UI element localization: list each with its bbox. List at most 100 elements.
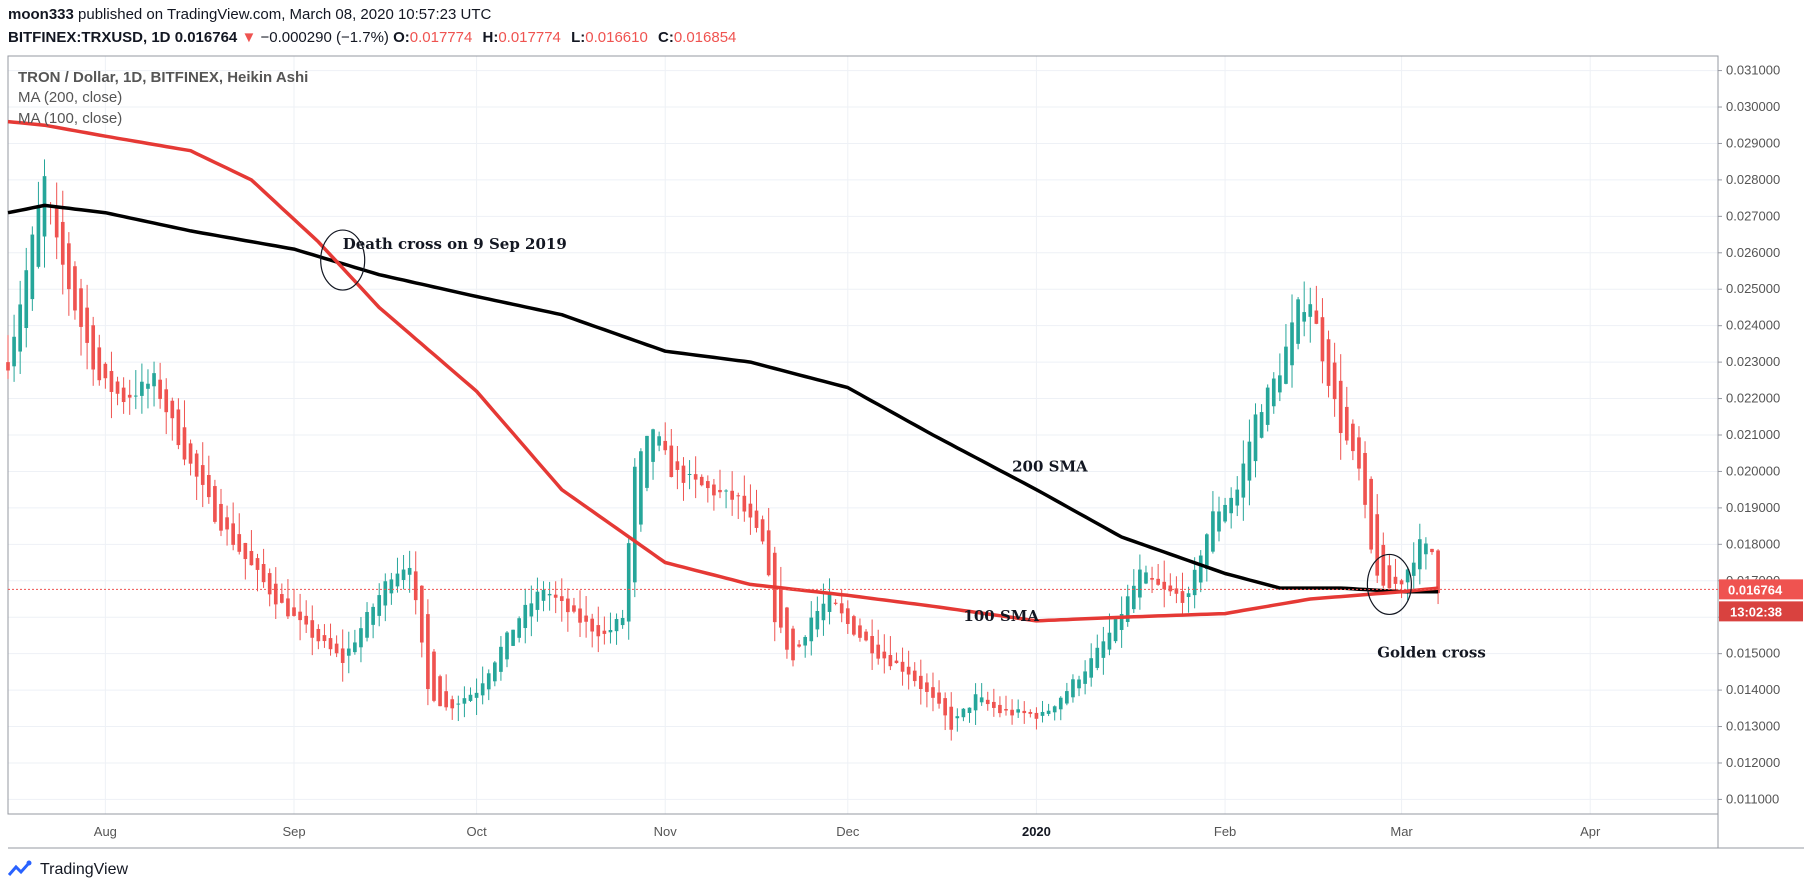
candle-body xyxy=(322,635,327,642)
tradingview-logo-icon xyxy=(8,860,32,876)
candle-body xyxy=(419,585,424,643)
candle-body xyxy=(158,379,162,399)
candle-body xyxy=(1417,539,1422,570)
candle-body xyxy=(1107,632,1112,650)
candle-body xyxy=(1399,580,1404,585)
candle-body xyxy=(1168,585,1173,592)
candle-body xyxy=(1259,412,1264,438)
y-tick-label: 0.029000 xyxy=(1726,135,1780,150)
candle-body xyxy=(462,698,467,704)
candle-body xyxy=(906,666,911,675)
candle-body xyxy=(1119,614,1124,630)
candle-body xyxy=(614,618,619,632)
candle-body xyxy=(632,466,637,583)
candle-body xyxy=(316,628,321,642)
candle-body xyxy=(992,701,996,708)
annotation-label: 100 SMA xyxy=(963,607,1039,625)
y-tick-label: 0.013000 xyxy=(1726,719,1780,734)
candle-body xyxy=(1308,304,1313,317)
candle-body xyxy=(286,598,290,617)
candle-body xyxy=(225,517,229,530)
candle-body xyxy=(188,443,193,464)
candle-body xyxy=(334,643,339,654)
candle-body xyxy=(213,486,217,522)
candle-body xyxy=(687,474,692,476)
candle-body xyxy=(529,603,534,617)
time-axis[interactable]: Aug Sep Oct Nov Dec 2020 Feb Mar Apr xyxy=(94,824,1601,839)
candle-body xyxy=(541,589,546,601)
candles xyxy=(6,159,1440,741)
tradingview-footer[interactable]: TradingView xyxy=(8,860,128,880)
candle-body xyxy=(931,687,935,698)
symbol-info: BITFINEX:TRXUSD, 1D 0.016764 ▼ −0.000290… xyxy=(8,29,742,46)
candle-body xyxy=(572,605,576,612)
candle-body xyxy=(1332,362,1337,400)
candle-body xyxy=(1205,534,1209,570)
candle-body xyxy=(1077,679,1081,689)
candle-body xyxy=(1241,463,1246,498)
candle-body xyxy=(1174,588,1179,594)
candle-body xyxy=(109,371,114,392)
candle-body xyxy=(377,595,382,616)
candle-body xyxy=(426,614,430,690)
candle-body xyxy=(103,363,108,379)
candle-body xyxy=(1387,565,1392,589)
candle-body xyxy=(1247,441,1252,481)
candle-body xyxy=(1436,550,1440,594)
price-axis[interactable]: 0.011000 0.012000 0.013000 0.014000 0.015000… xyxy=(1718,63,1803,807)
x-tick-label: 2020 xyxy=(1022,824,1051,839)
y-tick-label: 0.014000 xyxy=(1726,682,1780,697)
candle-body xyxy=(596,625,601,637)
symbol-name: BITFINEX:TRXUSD, 1D xyxy=(8,29,171,46)
candle-body xyxy=(79,288,83,327)
candle-body xyxy=(1046,710,1051,714)
open-label: O: xyxy=(393,29,410,46)
candle-body xyxy=(553,594,558,598)
candle-body xyxy=(164,389,169,413)
candle-body xyxy=(943,698,947,716)
candle-body xyxy=(1113,618,1118,642)
candle-body xyxy=(1302,312,1307,322)
candle-body xyxy=(1095,647,1100,668)
legend-ma200: MA (200, close) xyxy=(18,89,122,106)
y-tick-label: 0.015000 xyxy=(1726,646,1780,661)
candle-body xyxy=(1028,711,1033,714)
candle-body xyxy=(998,704,1002,714)
candle-body xyxy=(1138,569,1142,598)
candle-body xyxy=(639,451,643,525)
y-tick-label: 0.022000 xyxy=(1726,391,1780,406)
candle-body xyxy=(748,503,753,518)
countdown-tag-label: 13:02:38 xyxy=(1730,604,1782,619)
candle-body xyxy=(967,707,972,713)
candle-body xyxy=(779,587,783,628)
candle-body xyxy=(827,593,832,612)
close-value: 0.016854 xyxy=(673,29,737,46)
candle-body xyxy=(1198,555,1203,583)
y-tick-label: 0.012000 xyxy=(1726,755,1780,770)
candle-body xyxy=(24,270,29,328)
y-tick-label: 0.011000 xyxy=(1726,791,1779,806)
candle-body xyxy=(809,617,814,642)
annotation-label: 200 SMA xyxy=(1012,457,1088,475)
candle-body xyxy=(876,644,881,659)
candle-body xyxy=(36,206,41,267)
y-tick-label: 0.025000 xyxy=(1726,281,1780,296)
y-tick-label: 0.031000 xyxy=(1726,63,1780,78)
candle-body xyxy=(517,618,521,638)
candle-body xyxy=(1393,576,1398,584)
candle-body xyxy=(1296,299,1300,344)
published-text: published on TradingView.com, March 08, … xyxy=(78,6,492,23)
candle-body xyxy=(1369,478,1373,550)
candle-body xyxy=(620,617,625,626)
x-tick-label: Oct xyxy=(466,824,487,839)
candle-body xyxy=(1052,706,1057,713)
footer-brand: TradingView xyxy=(40,861,129,878)
y-tick-label: 0.027000 xyxy=(1726,208,1780,223)
y-tick-label: 0.030000 xyxy=(1726,99,1780,114)
candle-body xyxy=(1375,514,1380,576)
author-name: moon333 xyxy=(8,6,74,23)
candle-body xyxy=(292,607,296,616)
candle-body xyxy=(85,307,89,343)
candle-body xyxy=(1314,310,1319,324)
